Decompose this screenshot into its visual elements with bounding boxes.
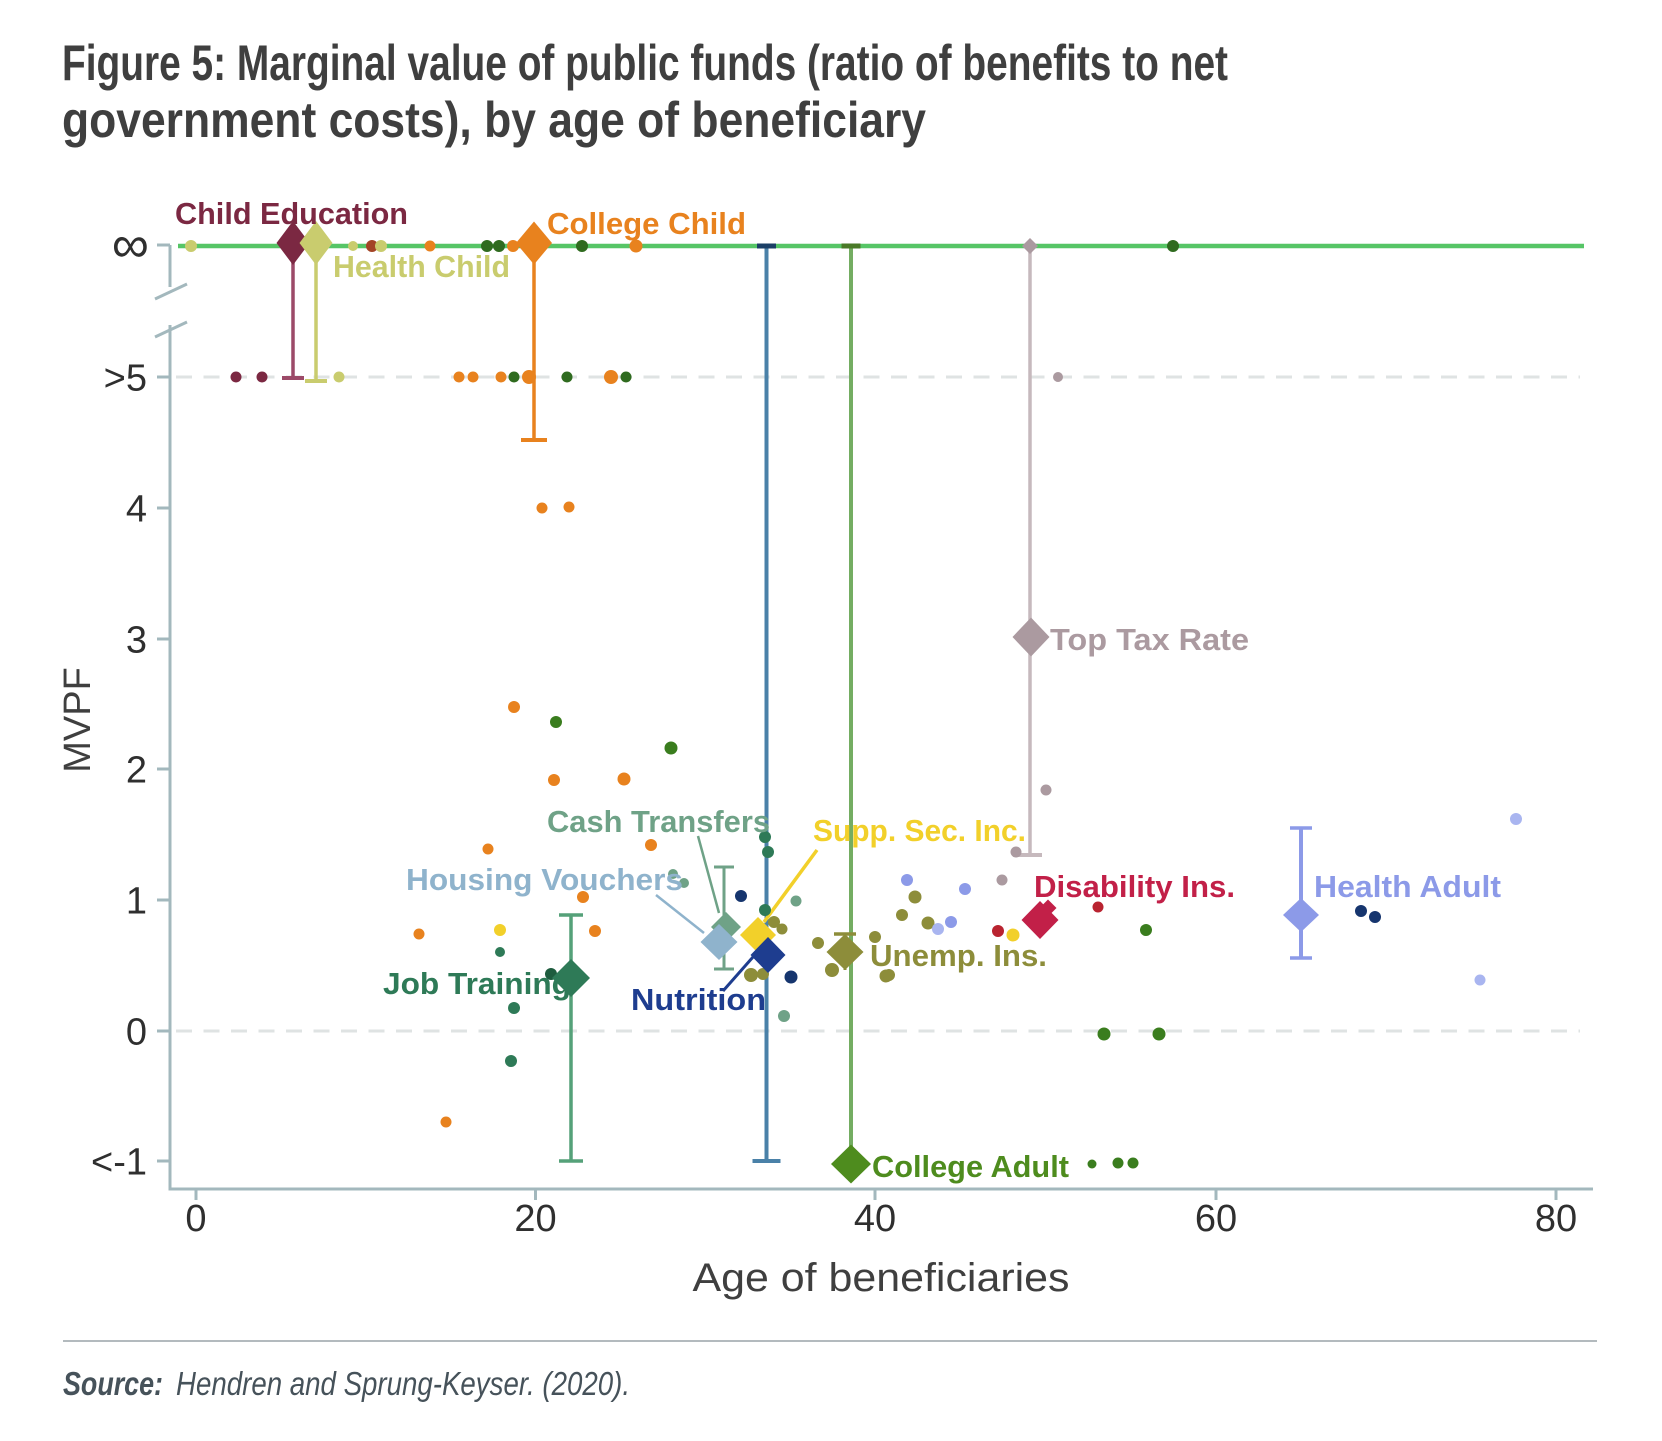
svg-text:40: 40 [854, 1198, 896, 1240]
svg-text:Unemp. Ins.: Unemp. Ins. [870, 938, 1047, 973]
svg-text:Disability Ins.: Disability Ins. [1034, 869, 1235, 904]
svg-text:4: 4 [126, 489, 147, 531]
svg-text:0: 0 [185, 1198, 206, 1240]
svg-text:Source:: Source: [63, 1365, 163, 1402]
svg-text:80: 80 [1535, 1198, 1577, 1240]
svg-text:College Child: College Child [547, 206, 746, 241]
svg-text:Health Adult: Health Adult [1314, 869, 1501, 904]
svg-text:Job Training: Job Training [383, 966, 571, 1001]
svg-text:Health Child: Health Child [333, 249, 510, 284]
svg-text:3: 3 [126, 620, 147, 662]
svg-text:20: 20 [514, 1198, 556, 1240]
svg-text:<-1: <-1 [91, 1142, 147, 1184]
svg-text:MVPF: MVPF [57, 667, 99, 773]
svg-text:Cash Transfers: Cash Transfers [547, 804, 770, 839]
svg-text:government costs), by age of b: government costs), by age of beneficiary [62, 92, 926, 148]
svg-text:Top Tax Rate: Top Tax Rate [1050, 622, 1249, 657]
svg-text:Hendren and Sprung-Keyser. (20: Hendren and Sprung-Keyser. (2020). [176, 1365, 630, 1402]
svg-text:Figure 5: Marginal value of pu: Figure 5: Marginal value of public funds… [62, 35, 1228, 91]
svg-text:Housing Vouchers: Housing Vouchers [406, 862, 683, 897]
svg-text:Supp. Sec. Inc.: Supp. Sec. Inc. [813, 813, 1026, 848]
svg-text:∞: ∞ [112, 216, 149, 274]
svg-text:60: 60 [1195, 1198, 1237, 1240]
svg-text:2: 2 [126, 750, 147, 792]
svg-text:College Adult: College Adult [872, 1149, 1069, 1184]
svg-text:1: 1 [126, 881, 147, 923]
svg-text:Age of beneficiaries: Age of beneficiaries [693, 1256, 1070, 1300]
svg-text:0: 0 [126, 1012, 147, 1054]
svg-text:>5: >5 [104, 358, 147, 400]
svg-text:Nutrition: Nutrition [631, 982, 766, 1017]
svg-text:Child Education: Child Education [175, 196, 408, 231]
